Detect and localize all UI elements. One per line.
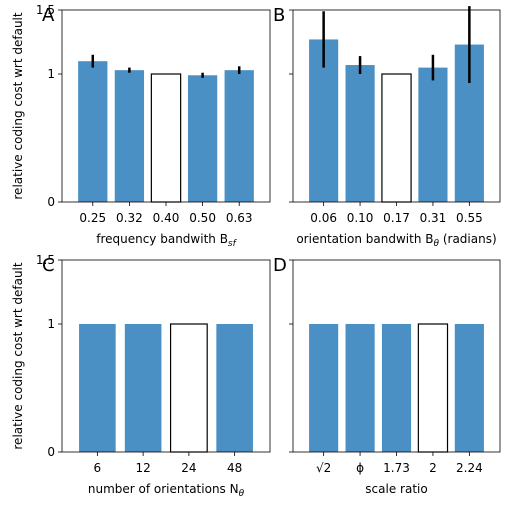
default-bar xyxy=(417,323,449,453)
x-tick-label: 2 xyxy=(429,461,437,475)
x-tick-label: 0.40 xyxy=(153,211,180,225)
x-axis-label-subscript: sf xyxy=(228,239,238,249)
x-tick-label: 0.32 xyxy=(116,211,143,225)
x-axis-label-subscript: θ xyxy=(239,489,245,499)
panel-label: B xyxy=(273,5,285,26)
bar xyxy=(114,70,145,202)
x-tick-label: √2 xyxy=(316,461,331,475)
x-tick-label: 24 xyxy=(181,461,196,475)
x-axis-label-suffix: (radians) xyxy=(439,232,497,246)
x-tick-label: 2.24 xyxy=(456,461,483,475)
y-tick-label: 0 xyxy=(47,195,55,209)
panel-label: C xyxy=(42,255,55,276)
y-tick-label: 1.5 xyxy=(36,3,55,17)
x-tick-label: 6 xyxy=(94,461,102,475)
panel-label: A xyxy=(42,5,55,26)
y-tick-label: 0 xyxy=(47,445,55,459)
bar xyxy=(381,324,412,452)
x-axis-label: orientation bandwith Bθ (radians) xyxy=(296,232,496,249)
x-axis-label: number of orientations Nθ xyxy=(88,482,245,499)
x-tick-label: 0.25 xyxy=(79,211,106,225)
default-bar xyxy=(381,73,412,203)
x-tick-label: ϕ xyxy=(356,461,364,475)
x-tick-label: 0.50 xyxy=(189,211,216,225)
default-bar xyxy=(169,323,208,453)
y-tick-label: 1 xyxy=(47,317,55,331)
x-axis-label-subscript: θ xyxy=(434,239,440,249)
x-tick-label: 0.06 xyxy=(310,211,337,225)
default-bar xyxy=(150,73,182,203)
bar xyxy=(454,324,484,452)
bar xyxy=(224,70,254,202)
bar xyxy=(216,324,253,452)
x-tick-label: 12 xyxy=(135,461,150,475)
y-axis-label: relative coding cost wrt default xyxy=(11,12,25,200)
axes-frame xyxy=(61,9,271,203)
x-axis-label: frequency bandwith Bsf xyxy=(96,232,237,249)
x-tick-label: 0.31 xyxy=(420,211,447,225)
bar xyxy=(187,75,218,202)
y-tick-label: 1.5 xyxy=(36,253,55,267)
axes-frame xyxy=(61,259,271,453)
x-axis-label: scale ratio xyxy=(365,482,427,496)
y-axis-label: relative coding cost wrt default xyxy=(11,262,25,450)
x-tick-label: 0.55 xyxy=(456,211,483,225)
axes-frame xyxy=(292,259,501,453)
bar xyxy=(418,67,448,202)
axes-frame xyxy=(292,9,501,203)
y-tick-label: 1 xyxy=(47,67,55,81)
bar xyxy=(345,65,375,202)
x-tick-label: 0.10 xyxy=(347,211,374,225)
x-tick-label: 0.17 xyxy=(383,211,410,225)
x-tick-label: 1.73 xyxy=(383,461,410,475)
bar xyxy=(345,324,375,452)
x-tick-label: 48 xyxy=(227,461,242,475)
panel-c: 6 12 24 48 0 1 1.5 number of orientations Nθ rel… xyxy=(11,253,271,499)
panel-d: √2 ϕ 1.73 2 2.24 scale ratio D xyxy=(273,255,501,496)
panel-a: 0.25 0.32 0.40 0.50 0.63 0 1 1.5 frequency bandw… xyxy=(11,3,271,249)
bar xyxy=(78,61,108,203)
bar xyxy=(79,324,116,452)
bar xyxy=(309,324,339,452)
bar xyxy=(124,324,162,452)
panel-b: 0.06 0.10 0.17 0.31 0.55 orientation bandwith… xyxy=(273,5,501,249)
panel-label: D xyxy=(273,255,287,276)
x-tick-label: 0.63 xyxy=(226,211,253,225)
